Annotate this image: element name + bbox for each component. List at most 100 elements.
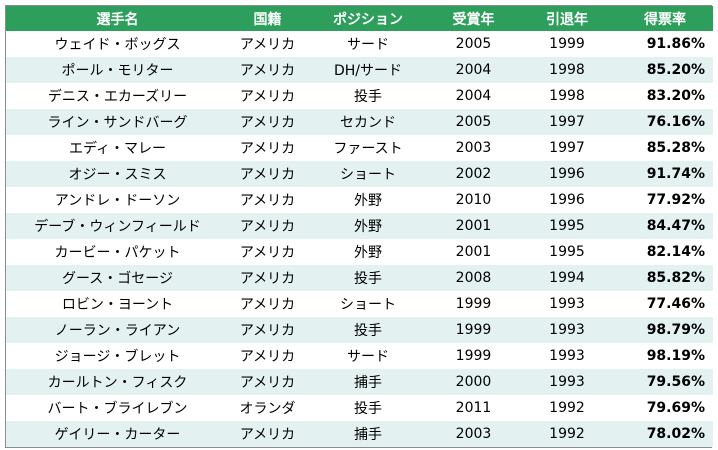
- cell-nationality: アメリカ: [239, 427, 296, 443]
- cell-retire-year: 1992: [549, 400, 585, 416]
- table-row: ライン・サンドバーグ アメリカ セカンド 2005 1997 76.16%: [6, 109, 713, 135]
- cell-vote-rate: 91.74%: [646, 166, 705, 182]
- cell-award-year: 2011: [455, 400, 492, 416]
- cell-nationality: アメリカ: [239, 141, 296, 157]
- header-retire-year: 引退年: [546, 11, 588, 28]
- cell-nationality: アメリカ: [239, 193, 296, 209]
- cell-nationality: アメリカ: [239, 89, 296, 105]
- cell-position: 外野: [354, 193, 382, 209]
- table-row: ゲイリー・カーター アメリカ 捕手 2003 1992 78.02%: [6, 421, 713, 447]
- cell-award-year: 2004: [455, 88, 492, 104]
- cell-award-year: 2003: [455, 426, 492, 442]
- table-row: オジー・スミス アメリカ ショート 2002 1996 91.74%: [6, 161, 713, 187]
- cell-player-name: グース・ゴセージ: [61, 271, 174, 287]
- cell-nationality: アメリカ: [239, 375, 296, 391]
- table-row: ポール・モリター アメリカ DH/サード 2004 1998 85.20%: [6, 57, 713, 83]
- cell-vote-rate: 85.28%: [646, 140, 705, 156]
- cell-player-name: ノーラン・ライアン: [54, 323, 181, 339]
- cell-nationality: アメリカ: [239, 323, 296, 339]
- cell-retire-year: 1999: [549, 36, 585, 52]
- cell-player-name: デニス・エカーズリー: [47, 89, 188, 105]
- cell-player-name: アンドレ・ドーソン: [54, 193, 181, 209]
- table-row: ウェイド・ボッグス アメリカ サード 2005 1999 91.86%: [6, 31, 713, 57]
- table-row: ジョージ・ブレット アメリカ サード 1999 1993 98.19%: [6, 343, 713, 369]
- header-nationality: 国籍: [253, 11, 282, 28]
- table-row: デニス・エカーズリー アメリカ 投手 2004 1998 83.20%: [6, 83, 713, 109]
- cell-award-year: 2004: [455, 62, 492, 78]
- table-row: エディ・マレー アメリカ ファースト 2003 1997 85.28%: [6, 135, 713, 161]
- header-player-name: 選手名: [96, 11, 139, 28]
- cell-player-name: ウェイド・ボッグス: [54, 37, 181, 53]
- cell-vote-rate: 79.56%: [646, 374, 705, 390]
- table-row: カービー・パケット アメリカ 外野 2001 1995 82.14%: [6, 239, 713, 265]
- table-row: デーブ・ウィンフィールド アメリカ 外野 2001 1995 84.47%: [6, 213, 713, 239]
- cell-vote-rate: 79.69%: [646, 400, 705, 416]
- cell-position: 外野: [354, 219, 382, 235]
- cell-award-year: 2010: [455, 192, 492, 208]
- cell-position: 捕手: [354, 427, 382, 443]
- table-row: ノーラン・ライアン アメリカ 投手 1999 1993 98.79%: [6, 317, 713, 343]
- cell-position: サード: [347, 37, 389, 53]
- cell-award-year: 2000: [455, 374, 492, 390]
- table-row: アンドレ・ドーソン アメリカ 外野 2010 1996 77.92%: [6, 187, 713, 213]
- cell-nationality: アメリカ: [239, 37, 296, 53]
- cell-award-year: 1999: [455, 296, 492, 312]
- hall-of-fame-table: 選手名 国籍 ポジション 受賞年 引退年 得票率 ウェイド・ボッグス アメリカ サー…: [6, 6, 713, 447]
- cell-retire-year: 1997: [549, 114, 585, 130]
- cell-award-year: 2001: [455, 244, 492, 260]
- cell-retire-year: 1993: [549, 348, 585, 364]
- cell-vote-rate: 85.20%: [646, 62, 705, 78]
- cell-retire-year: 1996: [549, 192, 585, 208]
- cell-player-name: デーブ・ウィンフィールド: [34, 219, 201, 235]
- cell-award-year: 2003: [455, 140, 492, 156]
- cell-award-year: 2005: [455, 36, 492, 52]
- cell-nationality: アメリカ: [239, 245, 296, 261]
- header-vote-rate: 得票率: [644, 11, 686, 28]
- cell-player-name: カールトン・フィスク: [47, 375, 188, 391]
- cell-player-name: ポール・モリター: [61, 63, 174, 79]
- cell-retire-year: 1992: [549, 426, 585, 442]
- cell-vote-rate: 83.20%: [646, 88, 705, 104]
- cell-award-year: 1999: [455, 322, 492, 338]
- cell-position: DH/サード: [333, 63, 403, 79]
- table-row: ロビン・ヨーント アメリカ ショート 1999 1993 77.46%: [6, 291, 713, 317]
- header-position: ポジション: [333, 11, 403, 28]
- cell-award-year: 2005: [455, 114, 492, 130]
- cell-position: セカンド: [340, 115, 396, 131]
- cell-retire-year: 1998: [549, 88, 585, 104]
- cell-player-name: ジョージ・ブレット: [54, 349, 181, 365]
- cell-vote-rate: 84.47%: [646, 218, 705, 234]
- cell-nationality: オランダ: [239, 401, 296, 417]
- cell-vote-rate: 78.02%: [646, 426, 705, 442]
- cell-player-name: エディ・マレー: [68, 141, 167, 157]
- cell-retire-year: 1993: [549, 374, 585, 390]
- cell-vote-rate: 98.79%: [646, 322, 705, 338]
- cell-position: ショート: [340, 167, 396, 183]
- cell-award-year: 2002: [455, 166, 492, 182]
- cell-award-year: 2008: [455, 270, 492, 286]
- header-row: 選手名 国籍 ポジション 受賞年 引退年 得票率: [6, 6, 713, 31]
- cell-vote-rate: 76.16%: [646, 114, 705, 130]
- cell-award-year: 1999: [455, 348, 492, 364]
- cell-nationality: アメリカ: [239, 115, 296, 131]
- cell-retire-year: 1993: [549, 296, 585, 312]
- cell-position: 投手: [354, 89, 382, 105]
- cell-retire-year: 1995: [549, 218, 585, 234]
- cell-player-name: バート・ブライレブン: [47, 401, 188, 417]
- cell-player-name: ライン・サンドバーグ: [47, 115, 188, 131]
- cell-player-name: ゲイリー・カーター: [54, 427, 181, 443]
- cell-player-name: カービー・パケット: [54, 245, 181, 261]
- table-body: ウェイド・ボッグス アメリカ サード 2005 1999 91.86% ポール・モリター アメ…: [6, 31, 713, 447]
- cell-position: 投手: [354, 401, 382, 417]
- cell-vote-rate: 77.46%: [646, 296, 705, 312]
- cell-award-year: 2001: [455, 218, 492, 234]
- cell-vote-rate: 91.86%: [646, 36, 705, 52]
- cell-vote-rate: 82.14%: [646, 244, 705, 260]
- cell-retire-year: 1996: [549, 166, 585, 182]
- cell-vote-rate: 98.19%: [646, 348, 705, 364]
- header-award-year: 受賞年: [452, 11, 495, 28]
- data-table-container: 選手名 国籍 ポジション 受賞年 引退年 得票率 ウェイド・ボッグス アメリカ サー…: [5, 5, 713, 448]
- cell-retire-year: 1994: [549, 270, 585, 286]
- table-row: カールトン・フィスク アメリカ 捕手 2000 1993 79.56%: [6, 369, 713, 395]
- cell-retire-year: 1998: [549, 62, 585, 78]
